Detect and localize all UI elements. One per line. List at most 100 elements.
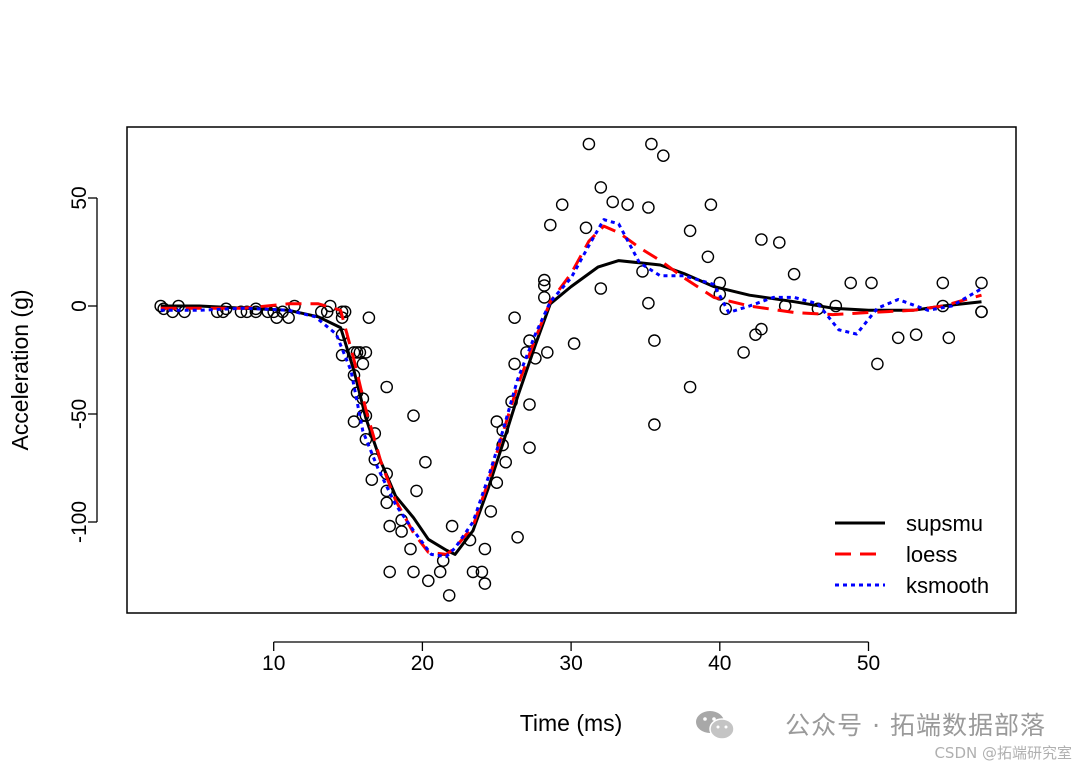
data-point	[523, 398, 536, 411]
data-point	[829, 299, 843, 313]
data-point	[383, 565, 397, 579]
data-point	[421, 574, 435, 588]
data-point	[538, 291, 551, 304]
data-point	[844, 276, 858, 290]
data-point	[755, 322, 768, 336]
data-point	[445, 519, 459, 533]
data-point	[648, 334, 661, 347]
data-point	[642, 201, 655, 214]
data-point	[407, 409, 420, 423]
watermark-text: 公众号 · 拓端数据部落	[785, 711, 1046, 740]
plot-frame	[126, 126, 1017, 614]
data-point	[442, 589, 456, 602]
data-point	[395, 525, 408, 538]
series-line-ksmooth	[160, 218, 983, 559]
data-point	[975, 276, 988, 290]
data-point	[582, 137, 596, 151]
data-point	[936, 276, 950, 290]
x-tick-label: 50	[857, 652, 880, 675]
data-point	[645, 137, 658, 151]
data-point	[594, 282, 608, 295]
data-point	[567, 337, 581, 350]
data-point	[380, 496, 394, 510]
data-point	[683, 224, 697, 238]
y-tick-label: -100	[68, 501, 91, 543]
data-point	[523, 441, 536, 455]
data-point	[508, 311, 521, 325]
data-point	[636, 265, 649, 278]
legend-label-loess: loess	[906, 542, 957, 567]
data-point	[234, 305, 248, 319]
x-tick-label: 10	[262, 652, 285, 675]
x-tick-label: 40	[708, 652, 731, 675]
data-point	[787, 267, 801, 281]
data-point	[541, 346, 554, 359]
series-line-loess	[160, 224, 982, 556]
data-point	[555, 198, 569, 211]
data-point	[466, 565, 480, 579]
data-point	[365, 473, 379, 487]
data-point	[648, 418, 661, 431]
x-tick-label: 20	[411, 652, 434, 675]
legend-label-supsmu: supsmu	[906, 511, 983, 536]
data-point	[642, 296, 655, 310]
data-points	[154, 137, 988, 602]
data-point	[704, 198, 718, 211]
data-point	[737, 346, 750, 359]
data-point	[350, 346, 364, 359]
data-point	[606, 195, 620, 209]
data-point	[508, 357, 521, 371]
data-point	[433, 565, 447, 579]
series-line-supsmu	[160, 259, 982, 556]
legend-label-ksmooth: ksmooth	[906, 573, 989, 598]
axes: 10 20 30 40 50 -100 -50 0 50	[68, 186, 880, 675]
data-point	[683, 380, 697, 394]
y-axis-label: Acceleration (g)	[7, 289, 33, 450]
data-point	[282, 311, 295, 325]
x-tick-label: 30	[559, 652, 582, 675]
data-point	[490, 415, 504, 428]
data-point	[484, 505, 498, 518]
data-point	[240, 305, 254, 319]
data-point	[871, 357, 884, 371]
data-point	[909, 328, 923, 342]
data-point	[356, 357, 370, 371]
data-point	[380, 380, 394, 394]
data-point	[621, 198, 634, 211]
x-axis-label: Time (ms)	[520, 710, 623, 736]
y-tick-label: 0	[68, 300, 91, 312]
data-point	[359, 432, 373, 446]
data-point	[383, 519, 397, 533]
data-point	[419, 455, 432, 469]
y-tick-label: -50	[68, 399, 91, 429]
data-point	[701, 250, 715, 264]
data-point	[891, 331, 905, 345]
smoother-lines	[160, 218, 983, 559]
data-point	[353, 346, 367, 359]
data-point	[359, 346, 373, 359]
data-point	[544, 218, 557, 232]
data-point	[773, 236, 786, 249]
data-point	[942, 331, 956, 345]
data-point	[579, 221, 593, 235]
data-point	[404, 542, 417, 556]
data-point	[538, 273, 551, 287]
data-point	[478, 542, 492, 556]
data-point	[499, 455, 513, 469]
data-point	[407, 565, 420, 579]
legend: supsmu loess ksmooth	[835, 511, 989, 598]
data-point	[478, 577, 492, 590]
data-point	[410, 484, 423, 498]
data-point	[755, 233, 768, 246]
data-point	[594, 181, 608, 194]
y-tick-label: 50	[68, 186, 91, 209]
data-point	[657, 149, 670, 162]
data-point	[362, 311, 376, 325]
data-point	[511, 531, 524, 544]
data-point	[475, 565, 489, 579]
wechat-icon	[696, 711, 735, 740]
data-point	[719, 302, 733, 316]
data-point	[865, 276, 878, 290]
data-point	[320, 305, 334, 319]
